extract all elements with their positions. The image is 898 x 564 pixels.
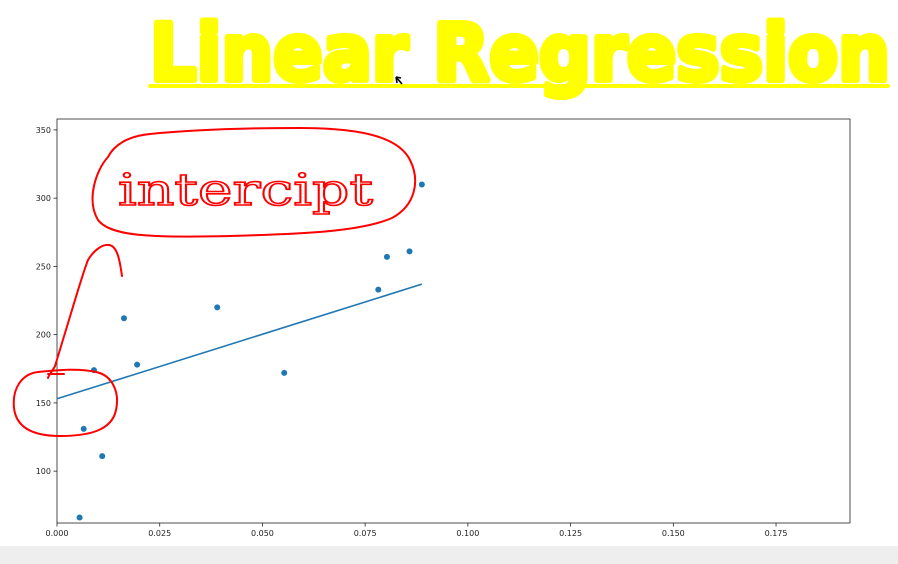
x-tick-label: 0.050	[251, 529, 274, 538]
x-tick-label: 0.125	[559, 529, 582, 538]
callout-text: intercipt	[118, 165, 373, 216]
data-point	[281, 369, 288, 376]
data-point	[406, 248, 413, 255]
plot-frame	[56, 118, 851, 524]
x-axis-ticks: 0.000 0.025 0.050 0.075 0.100 0.125 0.150 0.175	[46, 523, 788, 538]
intercept-circle	[12, 368, 118, 437]
data-point	[375, 286, 382, 293]
x-tick-label: 0.175	[765, 529, 788, 538]
cursor-icon	[395, 76, 403, 85]
y-tick-label: 350	[36, 126, 51, 135]
data-point	[76, 514, 83, 521]
y-tick-label: 300	[36, 194, 51, 203]
y-tick-label: 250	[36, 262, 51, 271]
status-bar	[0, 546, 898, 564]
x-tick-label: 0.075	[354, 529, 377, 538]
y-tick-label: 100	[36, 467, 51, 476]
callout-pointer	[47, 244, 123, 379]
data-points	[76, 181, 425, 521]
y-tick-label: 150	[36, 399, 51, 408]
data-point	[214, 304, 221, 311]
intercept-annotation: intercipt	[12, 127, 417, 437]
x-tick-label: 0.025	[148, 529, 171, 538]
regression-line-segment	[56, 283, 423, 400]
y-tick-label: 200	[36, 331, 51, 340]
data-point	[99, 453, 106, 460]
x-tick-label: 0.000	[46, 529, 69, 538]
data-point	[80, 425, 87, 432]
x-tick-label: 0.100	[456, 529, 479, 538]
callout-bubble	[91, 127, 417, 238]
data-point	[383, 253, 390, 260]
x-tick-label: 0.150	[662, 529, 685, 538]
regression-line	[56, 283, 423, 400]
data-point	[418, 181, 425, 188]
y-axis-ticks: 100 150 200 250 300 350	[36, 126, 57, 476]
data-point	[120, 315, 127, 322]
data-point	[134, 361, 141, 368]
heading-annotation: Linear Regression	[147, 6, 893, 102]
